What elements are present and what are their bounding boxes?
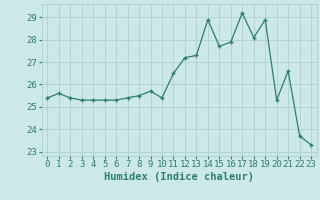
X-axis label: Humidex (Indice chaleur): Humidex (Indice chaleur): [104, 172, 254, 182]
